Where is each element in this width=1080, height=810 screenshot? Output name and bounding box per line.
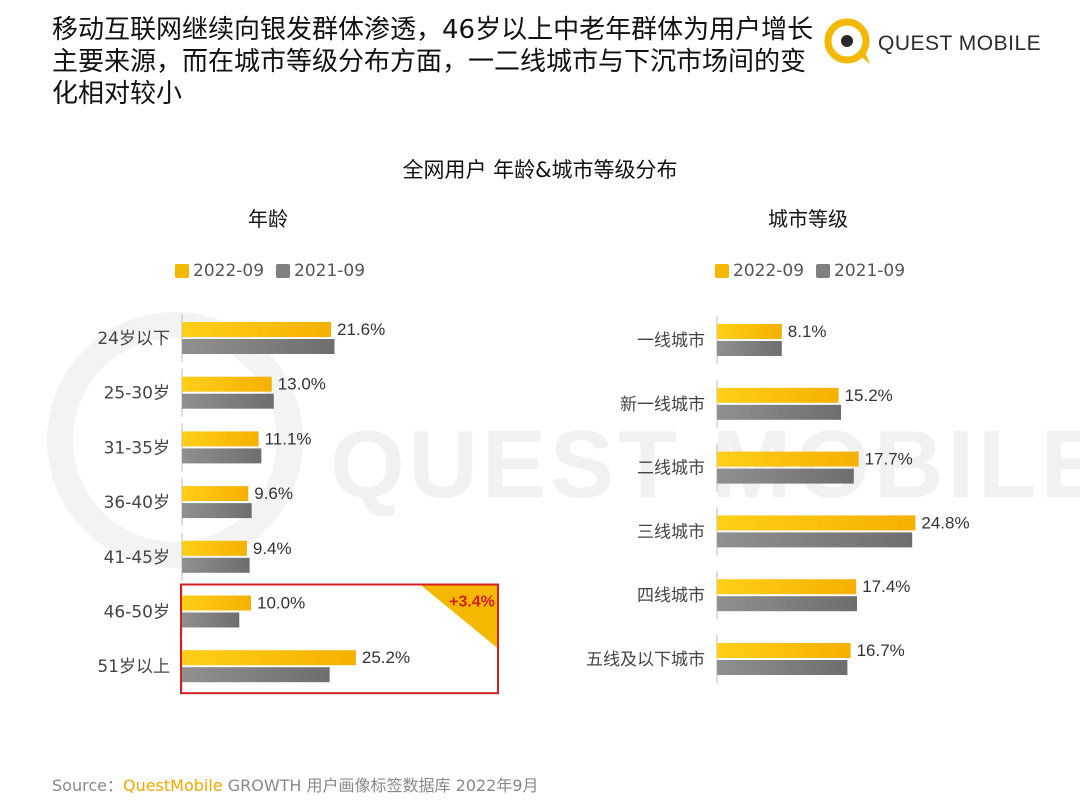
source-rest: GROWTH 用户画像标签数据库 2022年9月 (222, 776, 539, 795)
city-value-label: 16.7% (857, 641, 905, 660)
age-bar-2022 (182, 595, 251, 611)
city-bar-2022 (717, 387, 839, 403)
logo-text: QUEST MOBILE (878, 32, 1042, 55)
age-value-label: 10.0% (257, 594, 305, 613)
legend-swatch-2021 (276, 264, 291, 278)
age-value-label: 9.4% (253, 539, 292, 558)
legend-label-2021: 2021-09 (834, 261, 906, 281)
legend-swatch-2021 (816, 264, 831, 278)
age-chart-legend: 2022-09 2021-09 (175, 261, 377, 281)
legend-label-2022: 2022-09 (733, 261, 805, 281)
age-category-label: 41-45岁 (104, 548, 170, 568)
age-bar-2021 (182, 339, 335, 354)
age-bar-2022 (182, 540, 247, 556)
highlight-box (180, 583, 499, 695)
city-category-label: 二线城市 (637, 459, 705, 479)
legend-item-2021: 2021-09 (816, 261, 905, 281)
age-category-label: 25-30岁 (104, 384, 170, 404)
city-category-label: 新一线城市 (620, 395, 705, 415)
city-bar-2022 (717, 579, 857, 595)
highlight-annotation: +3.4% (449, 594, 495, 611)
age-value-label: 9.6% (254, 484, 293, 503)
questmobile-logo: QUEST MOBILE (820, 14, 1050, 74)
questmobile-logo-icon (824, 18, 870, 64)
age-bar-2021 (182, 557, 250, 573)
age-category-label: 46-50岁 (104, 603, 170, 623)
age-category-label: 31-35岁 (104, 438, 170, 458)
age-bar-2022 (182, 650, 356, 666)
city-category-label: 四线城市 (637, 586, 705, 606)
age-bar-2021 (182, 393, 274, 409)
legend-swatch-2022 (715, 264, 729, 278)
legend-item-2022: 2022-09 (715, 261, 804, 281)
legend-label-2021: 2021-09 (294, 261, 366, 281)
city-category-label: 一线城市 (637, 331, 705, 351)
watermark-logo-icon (47, 312, 303, 568)
legend-item-2022: 2022-09 (175, 261, 264, 281)
legend-swatch-2022 (175, 264, 189, 278)
city-bar-2021 (717, 404, 841, 420)
age-bar-2022 (182, 376, 272, 392)
watermark-text: QUEST MOBILE (330, 411, 1080, 518)
city-bar-2021 (717, 341, 782, 356)
city-bar-2022 (717, 324, 782, 339)
age-category-label: 24岁以下 (97, 329, 170, 349)
city-bar-2022 (717, 451, 859, 467)
age-bar-2021 (182, 612, 240, 628)
city-value-label: 17.4% (862, 577, 910, 596)
legend-item-2021: 2021-09 (276, 261, 365, 281)
city-value-label: 15.2% (845, 386, 893, 405)
city-bar-2021 (717, 596, 857, 612)
city-value-label: 24.8% (921, 513, 969, 532)
age-category-label: 51岁以上 (97, 657, 170, 677)
city-bar-2021 (717, 660, 848, 675)
source-note: Source：QuestMobile GROWTH 用户画像标签数据库 2022… (52, 772, 539, 796)
city-bar-2022 (717, 643, 851, 658)
city-bar-2022 (717, 515, 916, 531)
legend-label-2022: 2022-09 (193, 261, 265, 281)
city-chart-legend: 2022-09 2021-09 (715, 261, 917, 281)
age-bar-2021 (182, 503, 252, 519)
highlight-corner-triangle (420, 584, 498, 649)
age-bar-2022 (182, 322, 332, 337)
age-value-label: 25.2% (362, 648, 410, 667)
age-value-label: 13.0% (278, 375, 326, 394)
age-value-label: 21.6% (337, 320, 385, 339)
chart-main-title: 全网用户 年龄&城市等级分布 (402, 158, 678, 182)
city-category-label: 三线城市 (637, 522, 705, 542)
age-bar-2021 (182, 448, 262, 464)
age-category-label: 36-40岁 (104, 493, 170, 513)
source-brand: QuestMobile (122, 776, 223, 795)
age-bar-2022 (182, 486, 249, 502)
city-category-label: 五线及以下城市 (586, 650, 705, 670)
source-prefix: Source： (52, 776, 123, 795)
city-chart-subtitle: 城市等级 (768, 207, 848, 231)
city-value-label: 17.7% (865, 450, 913, 469)
age-value-label: 11.1% (265, 429, 312, 448)
headline: 移动互联网继续向银发群体渗透，46岁以上中老年群体为用户增长主要来源，而在城市等… (52, 15, 814, 109)
age-bar-2021 (182, 667, 330, 683)
city-value-label: 8.1% (788, 322, 827, 341)
age-bar-2022 (182, 431, 259, 447)
city-bar-2021 (717, 532, 913, 548)
city-bar-2021 (717, 468, 854, 484)
age-chart-subtitle: 年龄 (248, 207, 288, 231)
